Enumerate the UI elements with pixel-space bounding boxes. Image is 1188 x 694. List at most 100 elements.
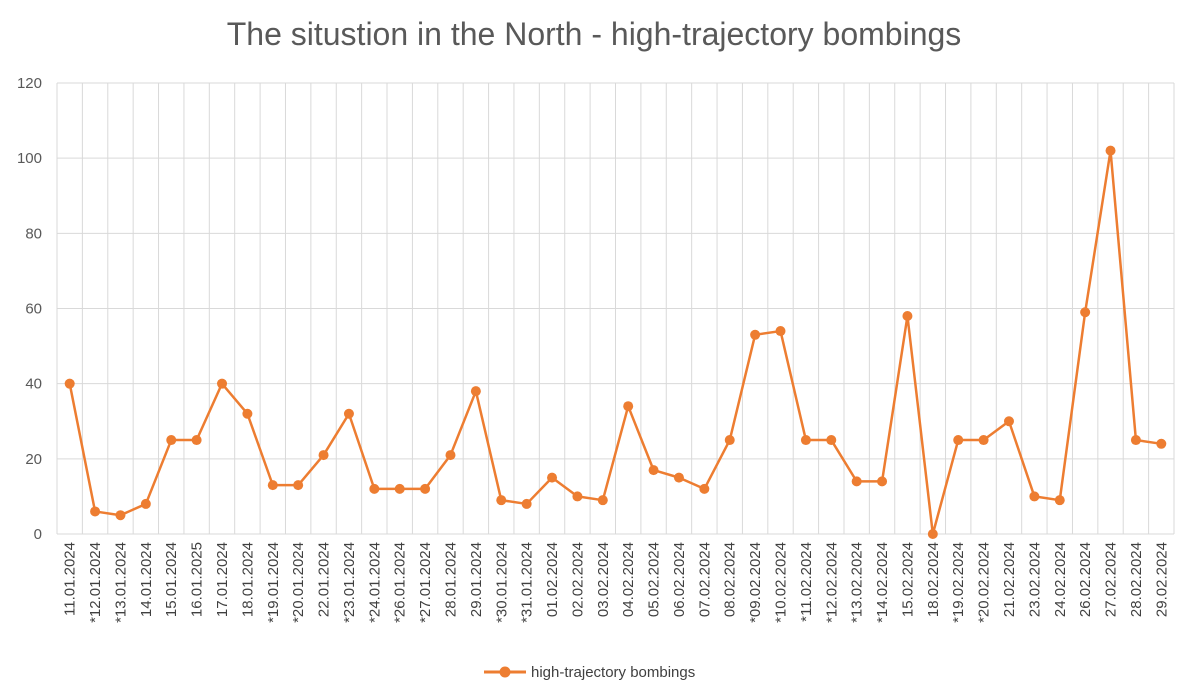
x-tick-label: 15.02.2024: [899, 542, 916, 617]
data-point: [750, 329, 761, 340]
x-tick-label: 29.01.2024: [468, 542, 485, 617]
x-tick-label: 21.02.2024: [1001, 542, 1018, 617]
data-point: [369, 483, 380, 494]
x-tick-label: *13.02.2024: [849, 542, 866, 623]
x-tick-label: *14.02.2024: [874, 542, 891, 623]
x-tick-label: 24.02.2024: [1052, 542, 1069, 617]
x-tick-label: *13.01.2024: [112, 542, 129, 623]
data-point: [623, 401, 634, 412]
data-point: [394, 483, 405, 494]
y-tick-label: 60: [25, 301, 42, 318]
data-point: [445, 450, 456, 461]
data-point: [724, 435, 735, 446]
data-point: [318, 450, 329, 461]
x-tick-label: *20.02.2024: [976, 542, 993, 623]
grid-lines: [56, 82, 1175, 535]
data-point: [877, 476, 888, 487]
x-tick-label: 03.02.2024: [595, 542, 612, 617]
data-point: [115, 510, 126, 521]
x-tick-label: 08.02.2024: [722, 542, 739, 617]
x-tick-label: *09.02.2024: [747, 542, 764, 623]
data-point: [547, 472, 558, 483]
data-point: [597, 495, 608, 506]
legend-label: high-trajectory bombings: [531, 664, 695, 681]
data-point: [800, 435, 811, 446]
data-point: [927, 529, 938, 539]
y-tick-label: 120: [17, 75, 42, 92]
x-tick-label: 22.01.2024: [316, 542, 333, 617]
data-point: [826, 435, 837, 446]
x-tick-label: 05.02.2024: [646, 542, 663, 617]
x-tick-label: 18.01.2024: [239, 542, 256, 617]
x-tick-label: *12.01.2024: [87, 542, 104, 623]
x-tick-label: 29.02.2024: [1153, 542, 1170, 617]
legend-point-marker: [499, 666, 511, 678]
x-tick-label: 01.02.2024: [544, 542, 561, 617]
x-tick-label: 07.02.2024: [696, 542, 713, 617]
x-tick-label: *19.02.2024: [950, 542, 967, 623]
x-tick-label: *23.01.2024: [341, 542, 358, 623]
x-tick-label: *10.02.2024: [773, 542, 790, 623]
data-point: [673, 472, 684, 483]
x-tick-label: *19.01.2024: [265, 542, 282, 623]
data-point: [1105, 145, 1116, 156]
data-point: [90, 506, 101, 517]
data-point: [293, 480, 304, 491]
x-tick-label: 18.02.2024: [925, 542, 942, 617]
y-axis-ticks: 0 20 40 60 80 100 120: [17, 75, 42, 543]
data-point: [267, 480, 278, 491]
data-point: [343, 408, 354, 419]
data-point: [496, 495, 507, 506]
y-tick-label: 100: [17, 150, 42, 167]
data-point: [64, 378, 75, 389]
x-tick-label: 15.01.2024: [163, 542, 180, 617]
x-axis-ticks: 11.01.2024 *12.01.2024 *13.01.2024 14.01.20…: [62, 542, 1171, 623]
data-point: [140, 498, 151, 509]
x-tick-label: 06.02.2024: [671, 542, 688, 617]
data-point: [648, 465, 659, 476]
y-tick-label: 0: [34, 526, 42, 543]
legend: high-trajectory bombings: [484, 664, 695, 681]
x-tick-label: *31.01.2024: [519, 542, 536, 623]
data-point: [775, 326, 786, 337]
x-tick-label: 27.02.2024: [1103, 542, 1120, 617]
data-point: [166, 435, 177, 446]
y-tick-label: 80: [25, 225, 42, 242]
data-point: [572, 491, 583, 502]
x-tick-label: 04.02.2024: [620, 542, 637, 617]
x-tick-label: 14.01.2024: [138, 542, 155, 617]
x-tick-label: 16.01.2025: [189, 542, 206, 617]
data-point: [191, 435, 202, 446]
x-tick-label: *11.02.2024: [798, 542, 815, 622]
data-point: [851, 476, 862, 487]
data-point: [217, 378, 228, 389]
x-tick-label: *24.01.2024: [366, 542, 383, 623]
x-tick-label: 23.02.2024: [1026, 542, 1043, 617]
x-tick-label: 11.01.2024: [62, 542, 79, 616]
data-point: [521, 498, 532, 509]
data-point: [953, 435, 964, 446]
x-tick-label: 17.01.2024: [214, 542, 231, 617]
data-point: [1156, 438, 1167, 449]
x-tick-label: 02.02.2024: [569, 542, 586, 617]
data-point: [1003, 416, 1014, 427]
data-point: [420, 483, 431, 494]
x-tick-label: 28.02.2024: [1128, 542, 1145, 617]
data-point: [1080, 307, 1091, 318]
x-tick-label: *20.01.2024: [290, 542, 307, 623]
data-point: [978, 435, 989, 446]
data-point: [470, 386, 481, 397]
x-tick-label: *26.01.2024: [392, 542, 409, 623]
data-point: [1130, 435, 1141, 446]
x-tick-label: *12.02.2024: [823, 542, 840, 623]
x-tick-label: *27.01.2024: [417, 542, 434, 623]
y-tick-label: 20: [25, 451, 42, 468]
chart-title: The situstion in the North - high-trajec…: [226, 16, 962, 52]
data-point: [699, 483, 710, 494]
data-point: [1054, 495, 1065, 506]
y-tick-label: 40: [25, 376, 42, 393]
x-tick-label: *30.01.2024: [493, 542, 510, 623]
data-point: [1029, 491, 1040, 502]
data-point: [902, 311, 913, 322]
